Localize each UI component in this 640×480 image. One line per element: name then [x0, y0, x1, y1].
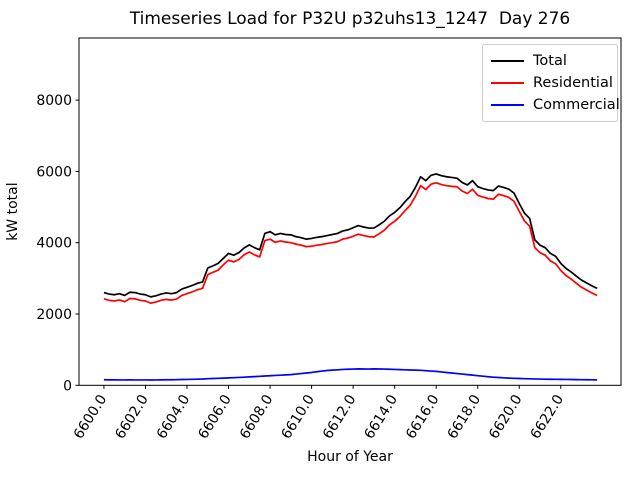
- x-tick-label: 6620.0: [486, 392, 526, 442]
- y-tick-label: 6000: [36, 164, 72, 180]
- x-tick-label: 6604.0: [154, 392, 194, 442]
- y-tick-label: 4000: [36, 236, 72, 252]
- x-tick-label: 6616.0: [403, 392, 443, 442]
- residential-line-swatch: [491, 82, 524, 84]
- y-tick-label: 8000: [36, 93, 72, 109]
- commercial-line-swatch: [491, 104, 524, 106]
- x-tick-label: 6622.0: [528, 392, 568, 442]
- legend-label-residential: Residential: [533, 75, 613, 91]
- x-tick-label: 6606.0: [195, 392, 235, 442]
- legend-label-total: Total: [533, 53, 567, 69]
- legend: Total Residential Commercial: [482, 44, 620, 122]
- legend-item-total: Total: [491, 50, 609, 72]
- x-tick-label: 6618.0: [445, 392, 485, 442]
- legend-label-commercial: Commercial: [533, 97, 620, 113]
- total-line-swatch: [491, 60, 524, 62]
- x-tick-label: 6602.0: [112, 392, 152, 442]
- y-tick-label: 2000: [36, 307, 72, 323]
- series-line-total: [103, 173, 598, 298]
- x-tick-label: 6600.0: [71, 392, 111, 442]
- series-line-commercial: [103, 368, 598, 381]
- chart-title: Timeseries Load for P32U p32uhs13_1247 D…: [129, 9, 571, 29]
- y-axis-label: kW total: [5, 182, 21, 240]
- legend-item-residential: Residential: [491, 72, 613, 94]
- axes-spines: [78, 37, 622, 386]
- series-line-residential: [103, 181, 598, 304]
- x-tick-label: 6610.0: [278, 392, 318, 442]
- series-lines: [103, 173, 598, 381]
- x-tick-label: 6612.0: [320, 392, 360, 442]
- x-tick-label: 6614.0: [362, 392, 402, 442]
- y-tick-label: 0: [63, 378, 72, 394]
- legend-item-commercial: Commercial: [491, 94, 620, 116]
- x-tick-label: 6608.0: [237, 392, 277, 442]
- x-axis-label: Hour of Year: [307, 449, 393, 465]
